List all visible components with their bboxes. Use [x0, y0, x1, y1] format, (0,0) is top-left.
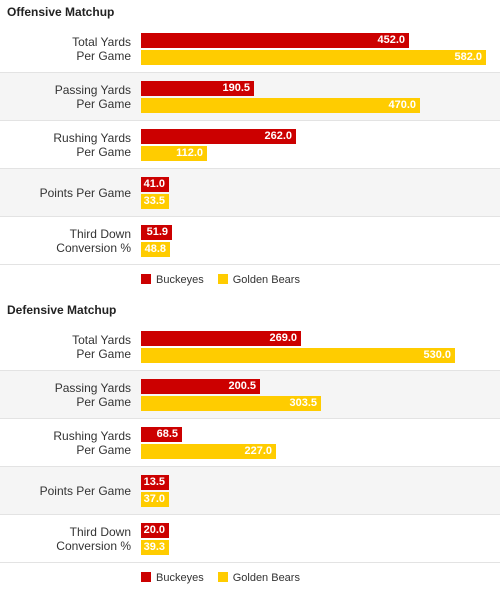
legend-item: Buckeyes	[141, 273, 204, 287]
category-row: Total Yards Per Game 452.0 582.0	[0, 25, 500, 73]
bar-value-label: 582.0	[454, 51, 482, 63]
category-label: Third Down Conversion %	[56, 226, 131, 255]
bar-rows: Total Yards Per Game 452.0 582.0 Passing Yar…	[0, 25, 500, 265]
category-row: Third Down Conversion % 20.0 39.3	[0, 515, 500, 563]
legend-item: Golden Bears	[217, 571, 300, 585]
category-row: Rushing Yards Per Game 262.0 112.0	[0, 121, 500, 169]
chart-legend: Buckeyes Golden Bears	[141, 571, 314, 585]
legend-label: Buckeyes	[156, 274, 204, 286]
buckeyes-bar: 20.0	[141, 523, 169, 538]
legend-swatch	[141, 274, 151, 284]
bar-value-label: 269.0	[269, 332, 297, 344]
bar-value-label: 470.0	[388, 99, 416, 111]
category-row: Rushing Yards Per Game 68.5 227.0	[0, 419, 500, 467]
legend-item: Golden Bears	[217, 273, 300, 287]
bar-value-label: 530.0	[423, 349, 451, 361]
category-row: Third Down Conversion % 51.9 48.8	[0, 217, 500, 265]
golden-bears-bar: 303.5	[141, 396, 321, 411]
bar-value-label: 41.0	[143, 178, 165, 190]
category-label: Passing Yards Per Game	[54, 380, 131, 409]
category-row: Passing Yards Per Game 200.5 303.5	[0, 371, 500, 419]
buckeyes-bar: 262.0	[141, 129, 296, 144]
bar-value-label: 303.5	[289, 397, 317, 409]
buckeyes-bar: 200.5	[141, 379, 260, 394]
category-label: Points Per Game	[39, 185, 131, 200]
category-label: Rushing Yards Per Game	[53, 428, 131, 457]
category-label: Total Yards Per Game	[72, 34, 131, 63]
golden-bears-bar: 227.0	[141, 444, 276, 459]
category-row: Total Yards Per Game 269.0 530.0	[0, 323, 500, 371]
golden-bears-bar: 112.0	[141, 146, 207, 161]
category-row: Points Per Game 13.5 37.0	[0, 467, 500, 515]
category-label: Points Per Game	[39, 483, 131, 498]
chart-legend: Buckeyes Golden Bears	[141, 273, 314, 287]
golden-bears-bar: 582.0	[141, 50, 486, 65]
bar-value-label: 452.0	[377, 34, 405, 46]
legend-label: Buckeyes	[156, 572, 204, 584]
bar-value-label: 39.3	[143, 541, 165, 553]
category-row: Passing Yards Per Game 190.5 470.0	[0, 73, 500, 121]
golden-bears-bar: 39.3	[141, 540, 169, 555]
buckeyes-bar: 269.0	[141, 331, 301, 346]
legend-swatch	[217, 274, 228, 284]
golden-bears-bar: 48.8	[141, 242, 170, 257]
bar-value-label: 227.0	[244, 445, 272, 457]
golden-bears-bar: 530.0	[141, 348, 455, 363]
bar-value-label: 190.5	[222, 82, 250, 94]
bar-value-label: 68.5	[156, 428, 178, 440]
buckeyes-bar: 452.0	[141, 33, 409, 48]
legend-label: Golden Bears	[232, 572, 300, 584]
golden-bears-bar: 37.0	[141, 492, 169, 507]
buckeyes-bar: 68.5	[141, 427, 182, 442]
bar-value-label: 48.8	[144, 243, 166, 255]
legend-swatch	[141, 572, 151, 582]
golden-bears-bar: 470.0	[141, 98, 420, 113]
defensive-matchup-chart: Defensive Matchup Total Yards Per Game 269…	[0, 298, 500, 593]
legend-label: Golden Bears	[232, 274, 300, 286]
legend-item: Buckeyes	[141, 571, 204, 585]
buckeyes-bar: 41.0	[141, 177, 169, 192]
golden-bears-bar: 33.5	[141, 194, 169, 209]
buckeyes-bar: 51.9	[141, 225, 172, 240]
bar-rows: Total Yards Per Game 269.0 530.0 Passing Yar…	[0, 323, 500, 563]
bar-value-label: 13.5	[143, 476, 165, 488]
category-label: Total Yards Per Game	[72, 332, 131, 361]
offensive-matchup-chart: Offensive Matchup Total Yards Per Game 452…	[0, 0, 500, 296]
buckeyes-bar: 13.5	[141, 475, 169, 490]
bar-value-label: 33.5	[143, 195, 165, 207]
bar-value-label: 37.0	[143, 493, 165, 505]
bar-value-label: 200.5	[228, 380, 256, 392]
bar-value-label: 262.0	[264, 130, 292, 142]
bar-value-label: 112.0	[176, 147, 203, 159]
category-label: Rushing Yards Per Game	[53, 130, 131, 159]
category-row: Points Per Game 41.0 33.5	[0, 169, 500, 217]
buckeyes-bar: 190.5	[141, 81, 254, 96]
category-label: Third Down Conversion %	[56, 524, 131, 553]
category-label: Passing Yards Per Game	[54, 82, 131, 111]
chart-title: Defensive Matchup	[7, 303, 117, 317]
chart-title: Offensive Matchup	[7, 5, 115, 19]
bar-value-label: 20.0	[143, 524, 165, 536]
legend-swatch	[217, 572, 228, 582]
bar-value-label: 51.9	[146, 226, 168, 238]
